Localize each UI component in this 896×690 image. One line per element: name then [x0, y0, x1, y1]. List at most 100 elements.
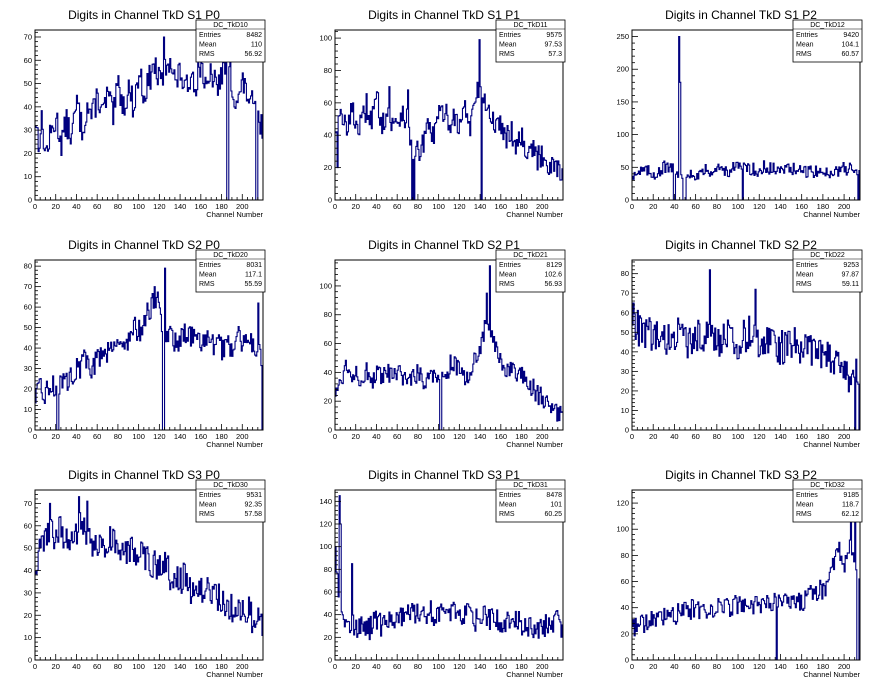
x-tick-label: 180 — [215, 202, 228, 211]
stats-label: RMS — [499, 281, 515, 288]
x-tick-label: 20 — [649, 662, 657, 671]
chart-panel: Digits in Channel TkD S2 P20 20 40 60 80 100 1… — [621, 238, 863, 449]
y-tick-label: 70 — [24, 282, 32, 291]
stats-value: 8482 — [246, 32, 262, 39]
x-tick-label: 100 — [432, 662, 445, 671]
x-tick-label: 140 — [174, 662, 187, 671]
x-tick-label: 60 — [93, 432, 101, 441]
x-tick-label: 120 — [453, 202, 466, 211]
x-tick-label: 200 — [236, 432, 249, 441]
x-tick-label: 120 — [453, 432, 466, 441]
x-tick-label: 180 — [515, 432, 528, 441]
y-tick-label: 20 — [24, 385, 32, 394]
stats-histogram-name: DC_TkD21 — [513, 252, 548, 259]
x-tick-label: 60 — [691, 202, 699, 211]
stats-label: Mean — [499, 42, 517, 49]
x-tick-label: 40 — [670, 662, 678, 671]
x-axis-label: Channel Number — [206, 210, 263, 219]
x-tick-label: 20 — [352, 202, 360, 211]
y-tick-label: 20 — [324, 163, 332, 172]
x-axis-label: Channel Number — [506, 670, 563, 679]
stats-label: RMS — [499, 51, 515, 58]
stats-label: RMS — [796, 51, 812, 58]
stats-label: Mean — [499, 272, 517, 279]
stats-histogram-name: DC_TkD20 — [213, 252, 248, 259]
chart-panel: Digits in Channel TkD S3 P1 0 20 40 60 80 100 1… — [319, 468, 566, 679]
y-tick-label: 30 — [24, 588, 32, 597]
x-tick-label: 40 — [72, 432, 80, 441]
x-tick-label: 40 — [72, 662, 80, 671]
stats-value: 62.12 — [841, 511, 859, 518]
x-tick-label: 140 — [174, 202, 187, 211]
x-tick-label: 200 — [536, 662, 549, 671]
y-tick-label: 40 — [24, 344, 32, 353]
chart-panel: Digits in Channel TkD S3 P2 0 20 40 60 80 100 1… — [616, 468, 863, 679]
x-tick-label: 180 — [817, 432, 830, 441]
y-tick-label: 20 — [324, 397, 332, 406]
y-tick-label: 60 — [324, 588, 332, 597]
stats-box: DC_TkD12 Entries 9420 Mean 104.1 RMS 60.57 — [792, 19, 863, 63]
x-tick-label: 140 — [474, 202, 487, 211]
x-tick-label: 160 — [495, 202, 508, 211]
chart-panel: Digits in Channel TkD S1 P2 0 20 40 60 80 100 1… — [616, 8, 863, 219]
stats-box-frame — [792, 479, 863, 523]
stats-box-frame — [195, 19, 266, 63]
stats-label: Mean — [796, 42, 814, 49]
y-tick-label: 60 — [24, 521, 32, 530]
y-tick-label: 60 — [24, 56, 32, 65]
x-tick-label: 0 — [333, 432, 337, 441]
x-tick-label: 60 — [93, 202, 101, 211]
stats-value: 9575 — [546, 32, 562, 39]
y-tick-label: 100 — [319, 281, 332, 290]
y-tick-label: 150 — [616, 97, 629, 106]
stats-value: 56.92 — [244, 51, 262, 58]
x-tick-label: 20 — [52, 662, 60, 671]
y-tick-label: 200 — [616, 65, 629, 74]
histogram-line — [35, 267, 263, 431]
stats-label: Entries — [199, 492, 221, 499]
stats-box-frame — [495, 479, 566, 523]
y-tick-label: 10 — [24, 172, 32, 181]
stats-value: 110 — [251, 42, 262, 49]
chart-title: Digits in Channel TkD S1 P1 — [368, 8, 520, 22]
stats-value: 101 — [550, 502, 562, 509]
y-tick-label: 0 — [625, 196, 629, 205]
stats-value: 9420 — [843, 32, 859, 39]
y-tick-label: 70 — [621, 289, 629, 298]
x-tick-label: 160 — [195, 432, 208, 441]
stats-label: Mean — [199, 42, 217, 49]
y-tick-label: 0 — [28, 656, 32, 665]
stats-label: Entries — [499, 262, 521, 269]
x-tick-label: 140 — [774, 432, 787, 441]
x-tick-label: 100 — [132, 662, 145, 671]
x-tick-label: 0 — [33, 662, 37, 671]
x-tick-label: 20 — [649, 202, 657, 211]
stats-histogram-name: DC_TkD31 — [513, 482, 548, 489]
chart-panel: Digits in Channel TkD S2 P1 0 20 40 60 80 100 1… — [319, 238, 566, 449]
x-tick-label: 200 — [536, 202, 549, 211]
x-tick-label: 200 — [838, 662, 851, 671]
y-tick-label: 140 — [319, 497, 332, 506]
y-tick-label: 10 — [24, 633, 32, 642]
stats-value: 59.11 — [842, 281, 859, 288]
x-tick-label: 80 — [414, 432, 422, 441]
x-tick-label: 0 — [333, 662, 337, 671]
x-tick-label: 20 — [52, 202, 60, 211]
x-tick-label: 20 — [352, 432, 360, 441]
y-tick-label: 40 — [324, 610, 332, 619]
x-axis-label: Channel Number — [803, 210, 860, 219]
stats-label: RMS — [796, 511, 812, 518]
x-axis-label: Channel Number — [206, 670, 263, 679]
x-tick-label: 40 — [670, 202, 678, 211]
x-tick-label: 120 — [153, 202, 166, 211]
x-tick-label: 160 — [495, 662, 508, 671]
stats-label: Entries — [796, 262, 818, 269]
y-tick-label: 20 — [24, 611, 32, 620]
stats-value: 104.1 — [841, 42, 859, 49]
y-tick-label: 100 — [616, 525, 629, 534]
x-tick-label: 40 — [372, 202, 380, 211]
x-tick-label: 180 — [215, 432, 228, 441]
x-tick-label: 200 — [236, 202, 249, 211]
histogram-line — [35, 36, 263, 201]
